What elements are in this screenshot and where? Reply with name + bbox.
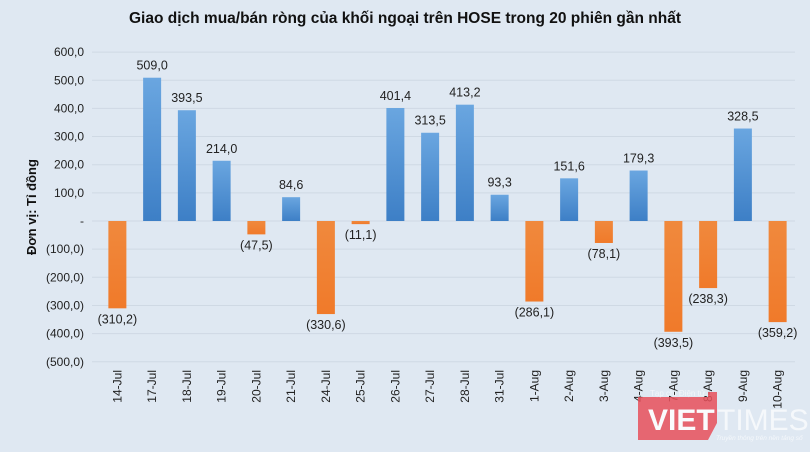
data-label: 509,0	[136, 59, 167, 73]
y-tick-label: (100,0)	[46, 242, 84, 256]
x-tick-label: 18-Jul	[180, 370, 194, 403]
data-label: 93,3	[487, 176, 511, 190]
x-tick-label: 7-Aug	[666, 370, 680, 402]
svg-text:TIMES: TIMES	[717, 404, 809, 437]
x-tick-label: 2-Aug	[562, 370, 576, 402]
y-tick-label: 500,0	[54, 73, 84, 87]
bar-24-Jul	[316, 221, 335, 315]
y-tick-label: 300,0	[54, 130, 84, 144]
bar-9-Aug	[733, 128, 752, 221]
x-tick-label: 31-Jul	[493, 370, 507, 403]
data-label: 179,3	[623, 152, 654, 166]
data-label: 393,5	[171, 91, 202, 105]
svg-text:Tạp chí Điện tử: Tạp chí Điện tử	[650, 389, 706, 398]
bar-20-Jul	[247, 221, 266, 235]
data-label: (47,5)	[240, 238, 273, 252]
data-label: 214,0	[206, 142, 237, 156]
x-tick-label: 9-Aug	[736, 370, 750, 402]
bar-21-Jul	[282, 197, 301, 221]
chart-title: Giao dịch mua/bán ròng của khối ngoại tr…	[128, 10, 682, 27]
data-label: 151,6	[553, 159, 584, 173]
data-label: (11,1)	[345, 228, 377, 242]
y-tick-label: (300,0)	[46, 298, 84, 312]
x-tick-label: 3-Aug	[597, 370, 611, 402]
bar-18-Jul	[177, 110, 196, 221]
x-tick-label: 4-Aug	[632, 370, 646, 402]
bar-10-Aug	[768, 221, 787, 323]
y-tick-label: 200,0	[54, 158, 84, 172]
x-tick-label: 20-Jul	[249, 370, 263, 403]
x-tick-label: 17-Jul	[145, 370, 159, 403]
x-tick-label: 21-Jul	[284, 370, 298, 403]
data-label: 328,5	[727, 110, 758, 124]
vietimes-logo: VIET TIMES Tạp chí Điện tử Truyền thông …	[638, 389, 809, 442]
x-tick-label: 14-Jul	[110, 370, 124, 403]
y-tick-label: 100,0	[54, 186, 84, 200]
bar-25-Jul	[351, 221, 370, 225]
x-tick-label: 19-Jul	[215, 370, 229, 403]
x-tick-label: 24-Jul	[319, 370, 333, 403]
bar-7-Aug	[664, 221, 683, 332]
bar-31-Jul	[490, 194, 509, 221]
x-tick-label: 10-Aug	[771, 370, 785, 409]
data-label: (238,3)	[688, 292, 728, 306]
data-label: 313,5	[414, 114, 445, 128]
x-tick-label: 28-Jul	[458, 370, 472, 403]
y-tick-label: (200,0)	[46, 270, 84, 284]
bar-4-Aug	[629, 170, 648, 221]
x-tick-label: 26-Jul	[388, 370, 402, 403]
bar-26-Jul	[386, 108, 405, 221]
data-label: (78,1)	[588, 247, 621, 261]
y-tick-label: (500,0)	[46, 355, 84, 369]
y-tick-label: -	[80, 214, 84, 228]
data-label: 401,4	[380, 89, 411, 103]
svg-text:Truyền thông trên nền tảng số: Truyền thông trên nền tảng số	[716, 433, 804, 442]
svg-text:VIET: VIET	[648, 404, 715, 437]
y-tick-label: (400,0)	[46, 327, 84, 341]
bar-28-Jul	[455, 104, 474, 221]
bar-2-Aug	[560, 178, 579, 221]
data-label: 84,6	[279, 178, 303, 192]
bar-19-Jul	[212, 160, 231, 221]
data-label: (359,2)	[758, 326, 798, 340]
data-label: 413,2	[449, 86, 480, 100]
bar-17-Jul	[143, 77, 162, 222]
bar-14-Jul	[108, 221, 127, 309]
data-label: (310,2)	[98, 312, 138, 326]
y-tick-label: 400,0	[54, 101, 84, 115]
bar-1-Aug	[525, 221, 544, 302]
data-label: (286,1)	[515, 306, 555, 320]
bar-8-Aug	[699, 221, 718, 289]
y-axis-label: Đơn vị: Tỉ đồng	[24, 159, 39, 255]
data-label: (393,5)	[654, 336, 694, 350]
bar-3-Aug	[594, 221, 613, 243]
data-label: (330,6)	[306, 318, 346, 332]
x-tick-label: 25-Jul	[354, 370, 368, 403]
x-tick-label: 27-Jul	[423, 370, 437, 403]
y-tick-label: 600,0	[54, 45, 84, 59]
bar-27-Jul	[421, 132, 440, 221]
x-tick-label: 1-Aug	[527, 370, 541, 402]
